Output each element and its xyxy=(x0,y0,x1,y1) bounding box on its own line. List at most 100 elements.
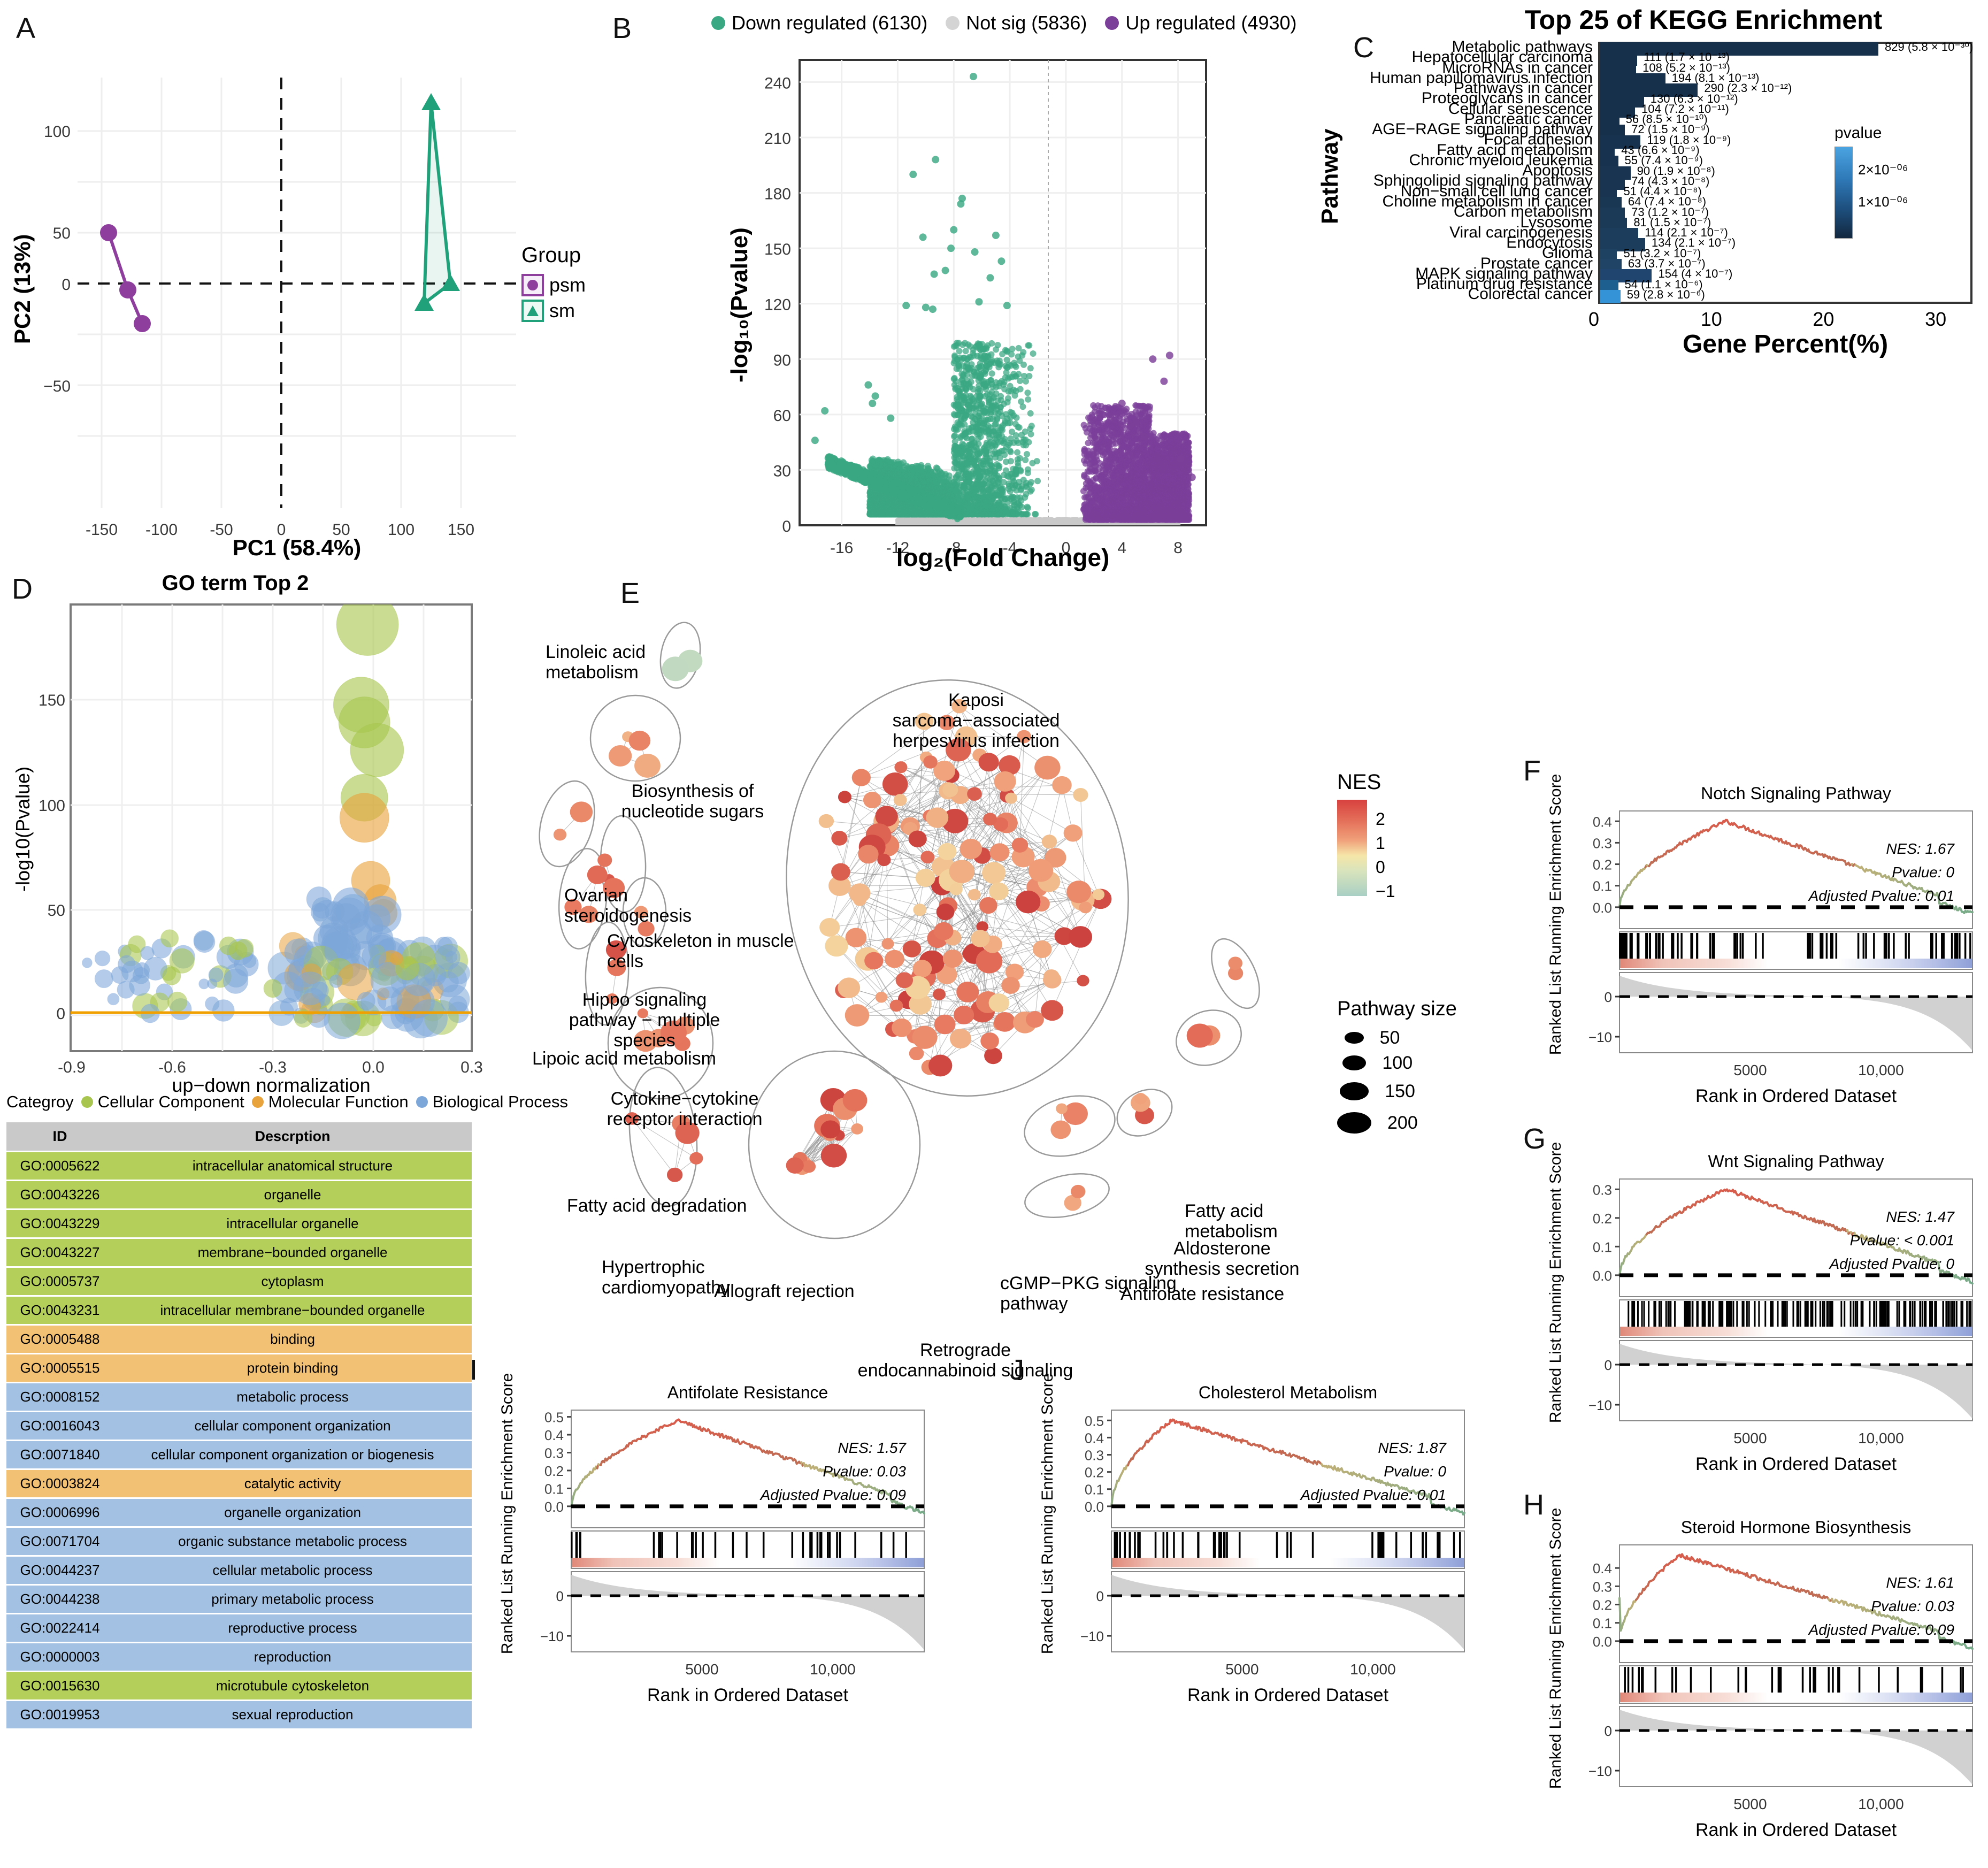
gsea-y-axis-label-bottom: Ranked List xyxy=(1039,1569,1056,1654)
gsea-y-tick: 0.4 xyxy=(544,1427,564,1443)
legend-label-down: Down regulated (6130) xyxy=(732,12,927,34)
gsea-y-tick: 0.0 xyxy=(544,1499,564,1515)
go-desc-cell: primary metabolic process xyxy=(113,1586,472,1613)
network-cluster-label: Cytoskeleton in muscle cells xyxy=(607,931,832,971)
volcano-legend: Down regulated (6130) Not sig (5836) Up … xyxy=(711,12,1297,34)
gsea-rank-tick: −10 xyxy=(1080,1628,1104,1644)
go-id-cell: GO:0044237 xyxy=(6,1557,113,1584)
size-legend-label: 200 xyxy=(1387,1113,1418,1134)
gsea-y-tick: 0.0 xyxy=(1085,1499,1104,1515)
size-legend-dot xyxy=(1340,1082,1369,1100)
gsea-y-tick: 0.4 xyxy=(1085,1430,1104,1446)
go-id-cell: GO:0005515 xyxy=(6,1354,113,1382)
go-category-legend: Categroy Cellular Component Molecular Fu… xyxy=(6,1092,568,1112)
gsea-rank-tick: 0 xyxy=(1605,1357,1612,1373)
gsea-rank-tick: −10 xyxy=(1588,1397,1612,1413)
gsea-y-tick: 0.3 xyxy=(1085,1448,1104,1464)
gsea-y-axis-label-top: Running Enrichment Score xyxy=(1547,774,1564,966)
network-cluster-label: Ovarian steroidogenesis xyxy=(564,885,751,926)
gsea-annotation-nes: NES: 1.87 xyxy=(1378,1440,1447,1456)
go-table-header-id: ID xyxy=(6,1122,113,1151)
gsea-x-axis-label: Rank in Ordered Dataset xyxy=(1695,1086,1897,1106)
gsea-annotation-adj: Adjusted Pvalue: 0.09 xyxy=(1808,1621,1954,1638)
go-desc-cell: membrane−bounded organelle xyxy=(113,1239,472,1266)
gsea-annotation-pvalue: Pvalue: 0.03 xyxy=(823,1463,906,1480)
kegg-title: Top 25 of KEGG Enrichment xyxy=(1423,4,1984,35)
volcano-y-axis-label: -log₁₀(Pvalue) xyxy=(726,177,753,433)
go-table-header-row: ID Descrption xyxy=(6,1122,472,1151)
go-id-cell: GO:0044238 xyxy=(6,1586,113,1613)
go-desc-cell: catalytic activity xyxy=(113,1470,472,1497)
kegg-x-tick: 0 xyxy=(1588,308,1599,331)
go-id-cell: GO:0022414 xyxy=(6,1614,113,1642)
go-desc-cell: sexual reproduction xyxy=(113,1701,472,1728)
gsea-y-tick: 0.2 xyxy=(544,1463,564,1479)
pca-legend-title: Group xyxy=(521,243,588,267)
nes-tick-1: 1 xyxy=(1376,833,1385,853)
go-legend-dot-bp xyxy=(416,1096,428,1108)
go-desc-cell: intracellular membrane−bounded organelle xyxy=(113,1297,472,1324)
network-cluster-label: Fatty acid degradation xyxy=(567,1196,770,1216)
gsea-annotation-pvalue: Pvalue: 0 xyxy=(1892,864,1954,881)
legend-label-up: Up regulated (4930) xyxy=(1125,12,1296,34)
gsea-y-axis-label-top: Running Enrichment Score xyxy=(498,1373,516,1565)
go-desc-cell: intracellular anatomical structure xyxy=(113,1152,472,1180)
go-id-cell: GO:0043226 xyxy=(6,1181,113,1208)
svg-text:100: 100 xyxy=(44,123,71,141)
gsea-x-tick: 5000 xyxy=(685,1661,718,1678)
go-id-cell: GO:0016043 xyxy=(6,1412,113,1440)
gsea-y-tick: 0.1 xyxy=(1593,1616,1612,1632)
go-desc-cell: microtubule cytoskeleton xyxy=(113,1672,472,1699)
panel-label-i: I xyxy=(470,1353,478,1387)
go-legend-dot-mf xyxy=(252,1096,264,1108)
size-legend-item: 150 xyxy=(1337,1080,1457,1103)
gsea-rank-tick: −10 xyxy=(540,1628,564,1644)
gsea-y-axis-label-bottom: Ranked List xyxy=(498,1569,516,1654)
pca-x-axis-label: PC1 (58.4%) xyxy=(78,535,516,561)
gsea-y-axis-label-bottom: Ranked List xyxy=(1547,1338,1564,1423)
kegg-bar-value: 829 (5.8 × 10⁻³⁰) xyxy=(1885,40,1973,54)
gsea-y-tick: 0.4 xyxy=(1593,814,1612,830)
size-legend-label: 100 xyxy=(1382,1053,1413,1074)
go-id-cell: GO:0006996 xyxy=(6,1499,113,1526)
go-desc-cell: organic substance metabolic process xyxy=(113,1528,472,1555)
legend-dot-down xyxy=(711,16,725,30)
nes-tick-2: 2 xyxy=(1376,809,1385,829)
gsea-title: Cholesterol Metabolism xyxy=(1199,1383,1377,1402)
pca-legend: Group psm sm xyxy=(521,243,588,322)
go-id-cell: GO:0043231 xyxy=(6,1297,113,1324)
kegg-colorbar xyxy=(1835,147,1853,239)
gsea-x-tick: 10,000 xyxy=(1350,1661,1396,1678)
nes-tick-0: 0 xyxy=(1376,858,1385,877)
go-legend-label-mf: Molecular Function xyxy=(268,1092,409,1112)
go-y-axis-label: -log10(Pvalue) xyxy=(12,717,34,941)
kegg-legend-title: pvalue xyxy=(1835,124,1928,142)
gsea-chart-H: Steroid Hormone Biosynthesis0.40.30.20.1… xyxy=(1530,1515,1988,1868)
nes-tick-neg1: −1 xyxy=(1376,882,1395,901)
pca-point-psm xyxy=(100,224,117,241)
go-id-cell: GO:0005737 xyxy=(6,1268,113,1295)
gsea-rank-tick: −10 xyxy=(1588,1029,1612,1045)
gsea-y-tick: 0.3 xyxy=(1593,1579,1612,1595)
size-legend-item: 50 xyxy=(1337,1029,1457,1046)
kegg-legend-tick-1: 2×10⁻⁰⁶ xyxy=(1858,162,1908,178)
gsea-y-tick: 0.2 xyxy=(1593,1211,1612,1227)
go-id-cell: GO:0043229 xyxy=(6,1210,113,1237)
gsea-x-tick: 10,000 xyxy=(1858,1062,1904,1078)
gsea-rank-tick: 0 xyxy=(556,1588,564,1604)
gsea-x-tick: 10,000 xyxy=(1858,1430,1904,1446)
gsea-chart-J: Cholesterol Metabolism0.50.40.30.20.10.0… xyxy=(1022,1380,1482,1733)
legend-label-notsig: Not sig (5836) xyxy=(966,12,1087,34)
gsea-annotation-pvalue: Pvalue: 0 xyxy=(1384,1463,1446,1480)
